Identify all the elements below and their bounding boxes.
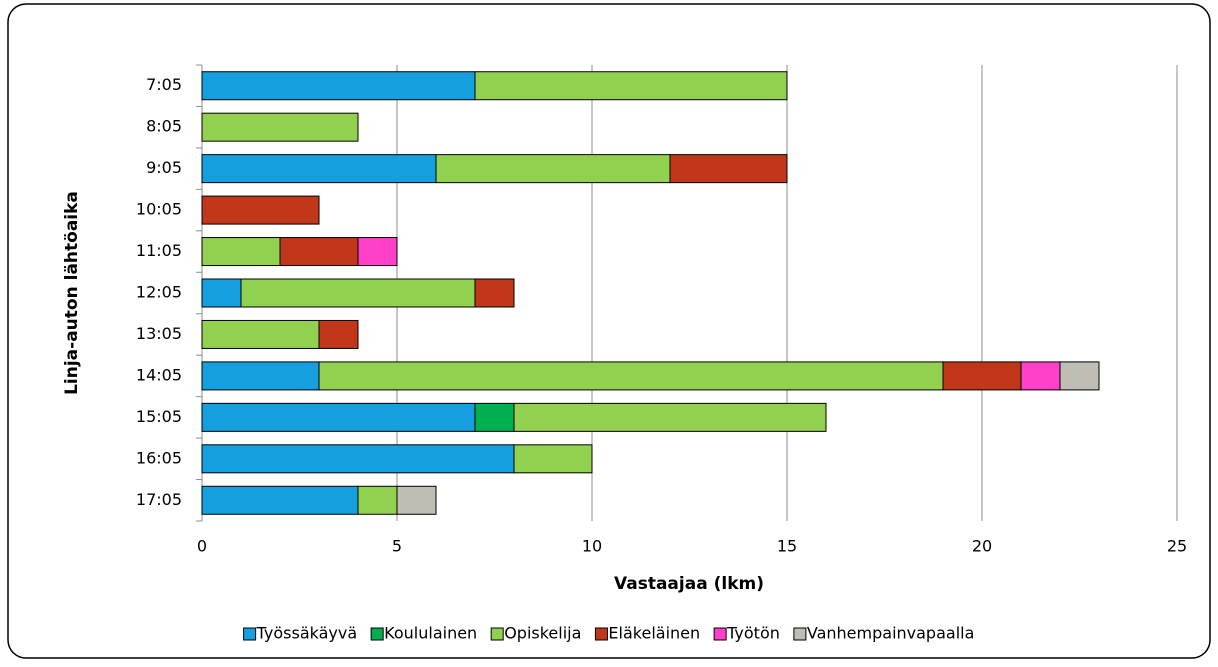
- bar-segment: [318, 319, 359, 349]
- legend-swatch: [243, 627, 257, 641]
- bar-segment: [201, 195, 320, 225]
- bar-segment: [201, 319, 320, 349]
- bar-segment: [474, 402, 515, 432]
- bar-segment: [201, 278, 242, 308]
- bar-segment: [201, 154, 437, 184]
- bar-segment: [1020, 361, 1061, 391]
- bar-segment: [201, 237, 281, 267]
- y-tick-label: 13:05: [136, 324, 182, 343]
- bar-segment: [357, 485, 398, 515]
- legend-swatch: [594, 627, 608, 641]
- y-tick-label: 12:05: [136, 283, 182, 302]
- bar-segment: [201, 112, 359, 142]
- x-tick-label: 20: [972, 537, 992, 556]
- x-tick-label: 10: [582, 537, 602, 556]
- legend: Työssäkäyvä Koululainen Opiskelija Eläkeläi…: [243, 624, 975, 643]
- y-tick-label: 8:05: [146, 117, 182, 136]
- bar-segment: [396, 485, 437, 515]
- legend-label: Eläkeläinen: [608, 624, 700, 643]
- bar-segment: [513, 402, 827, 432]
- y-tick-label: 17:05: [136, 490, 182, 509]
- y-tick-label: 16:05: [136, 448, 182, 467]
- y-axis-label: Linja-auton lähtöaika: [62, 191, 82, 395]
- legend-label: Vanhempainvapaalla: [807, 624, 975, 643]
- bar-segment: [435, 154, 671, 184]
- bar-segment: [240, 278, 476, 308]
- bar-segment: [513, 444, 593, 474]
- legend-label: Työssäkäyvä: [256, 624, 358, 643]
- bar-segment: [318, 361, 944, 391]
- bar-segment: [201, 402, 476, 432]
- chart-frame: [7, 3, 1211, 659]
- legend-swatch: [713, 627, 727, 641]
- bar-segment: [201, 71, 476, 101]
- bar-segment: [357, 237, 398, 267]
- bar-segment: [669, 154, 788, 184]
- y-tick-label: 11:05: [136, 241, 182, 260]
- legend-label: Opiskelija: [504, 624, 581, 643]
- y-tick-label: 9:05: [146, 158, 182, 177]
- legend-swatch: [370, 627, 384, 641]
- bar-segment: [201, 361, 320, 391]
- legend-swatch: [793, 627, 807, 641]
- x-tick-label: 25: [1167, 537, 1187, 556]
- bar-segment: [201, 444, 515, 474]
- bar-segment: [474, 71, 788, 101]
- x-tick-label: 0: [197, 537, 207, 556]
- bar-segment: [474, 278, 515, 308]
- legend-swatch: [490, 627, 504, 641]
- bar-segment: [1059, 361, 1100, 391]
- y-tick-label: 14:05: [136, 365, 182, 384]
- y-tick-label: 15:05: [136, 407, 182, 426]
- bar-segment: [279, 237, 359, 267]
- legend-label: Koululainen: [384, 624, 477, 643]
- bar-segment: [942, 361, 1022, 391]
- y-tick-label: 10:05: [136, 200, 182, 219]
- legend-label: Työtön: [726, 624, 780, 643]
- y-tick-label: 7:05: [146, 75, 182, 94]
- x-tick-label: 5: [392, 537, 402, 556]
- x-axis-label: Vastaajaa (lkm): [614, 574, 764, 594]
- x-tick-label: 15: [777, 537, 797, 556]
- bar-segment: [201, 485, 359, 515]
